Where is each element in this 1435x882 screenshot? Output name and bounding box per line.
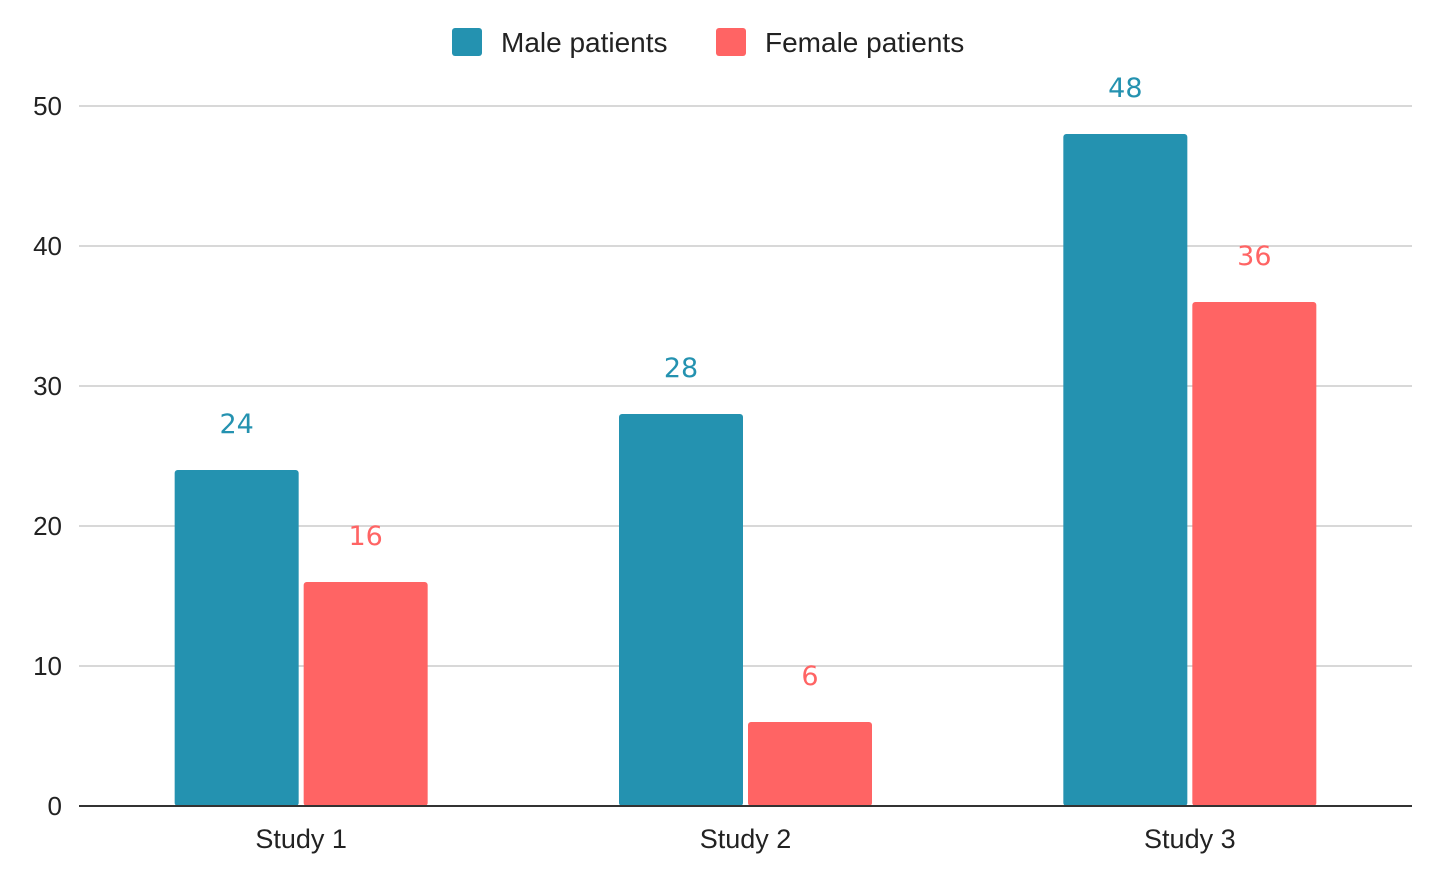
data-label: 6 bbox=[801, 661, 818, 692]
x-axis: Study 1 Study 2 Study 3 bbox=[79, 805, 1412, 854]
data-label: 28 bbox=[664, 353, 698, 384]
data-label: 24 bbox=[219, 409, 253, 440]
bar-female-patients-2[interactable] bbox=[748, 722, 872, 806]
legend[interactable]: Male patients Female patients bbox=[452, 27, 964, 58]
legend-swatch bbox=[452, 28, 482, 56]
legend-item-female-patients[interactable]: Female patients bbox=[716, 27, 964, 58]
bar-female-patients-3[interactable] bbox=[1192, 302, 1317, 806]
gridlines bbox=[79, 105, 1412, 667]
data-labels: 24 16 28 6 48 36 bbox=[219, 73, 1271, 692]
bar-male-patients-3[interactable] bbox=[1063, 134, 1188, 806]
data-label: 36 bbox=[1237, 241, 1271, 272]
y-tick-label: 40 bbox=[33, 231, 62, 261]
legend-label: Male patients bbox=[501, 27, 668, 58]
y-tick-label: 50 bbox=[33, 91, 62, 121]
x-tick-label: Study 2 bbox=[700, 824, 792, 854]
bars bbox=[174, 134, 1317, 806]
x-tick-label: Study 1 bbox=[255, 824, 347, 854]
legend-label: Female patients bbox=[765, 27, 964, 58]
y-axis: 0 10 20 30 40 50 bbox=[33, 91, 62, 821]
y-tick-label: 10 bbox=[33, 651, 62, 681]
y-tick-label: 30 bbox=[33, 371, 62, 401]
bar-male-patients-2[interactable] bbox=[619, 414, 743, 806]
x-tick-label: Study 3 bbox=[1144, 824, 1236, 854]
bar-female-patients-1[interactable] bbox=[303, 582, 428, 806]
data-label: 16 bbox=[348, 521, 382, 552]
y-tick-label: 0 bbox=[48, 791, 62, 821]
y-tick-label: 20 bbox=[33, 511, 62, 541]
legend-item-male-patients[interactable]: Male patients bbox=[452, 27, 668, 58]
bar-male-patients-1[interactable] bbox=[174, 470, 299, 806]
legend-swatch bbox=[716, 28, 746, 56]
data-label: 48 bbox=[1108, 73, 1142, 104]
